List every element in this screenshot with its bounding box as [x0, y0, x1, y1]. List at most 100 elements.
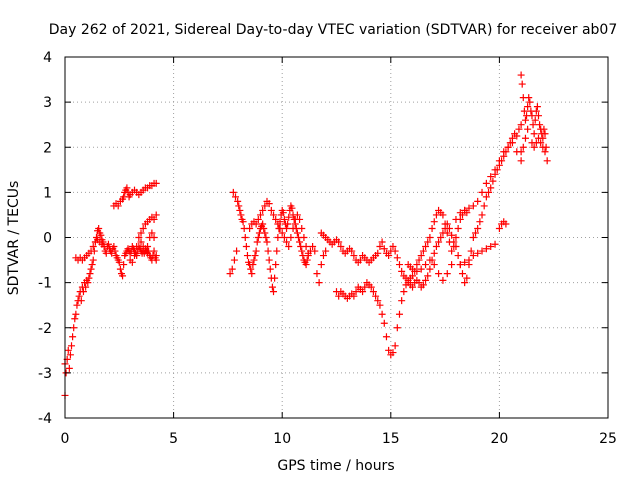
data-point [540, 125, 548, 133]
data-point [395, 261, 403, 269]
data-point [439, 229, 447, 237]
data-point [276, 224, 284, 232]
data-point [322, 247, 330, 255]
data-point [97, 231, 105, 239]
data-point [491, 166, 499, 174]
data-point [491, 240, 499, 248]
data-point [474, 249, 482, 257]
data-point [265, 200, 273, 208]
data-point [521, 116, 529, 124]
data-point [232, 193, 240, 201]
data-point [445, 224, 453, 232]
data-point [273, 247, 281, 255]
data-point [289, 224, 297, 232]
data-point [393, 254, 401, 262]
data-point [348, 247, 356, 255]
y-tick-label: 3 [43, 95, 52, 111]
data-point [422, 261, 430, 269]
data-point [389, 243, 397, 251]
data-point [495, 157, 503, 165]
data-point [426, 234, 434, 241]
data-point [476, 218, 484, 226]
data-point [534, 134, 542, 142]
data-point [120, 261, 128, 269]
data-point [367, 283, 375, 291]
data-point [278, 229, 286, 237]
data-point [461, 206, 469, 214]
data-point [467, 247, 475, 255]
data-point [415, 256, 423, 264]
data-point [536, 121, 544, 129]
data-point [435, 270, 443, 278]
data-point [419, 247, 427, 255]
data-point [296, 215, 304, 223]
data-point [374, 249, 382, 257]
data-point [150, 215, 158, 223]
data-point [398, 267, 406, 275]
data-point [480, 202, 488, 210]
data-point [454, 224, 462, 232]
data-point [123, 184, 131, 192]
data-point [86, 270, 94, 278]
data-point [537, 139, 545, 147]
data-point [415, 279, 423, 287]
data-point [152, 211, 160, 219]
data-point [469, 252, 477, 260]
data-point [461, 279, 469, 287]
data-point [413, 267, 421, 275]
data-point [267, 206, 275, 214]
data-point [417, 252, 425, 260]
data-point [89, 256, 97, 264]
data-point [422, 276, 430, 284]
data-point [148, 229, 156, 237]
data-point [426, 265, 434, 273]
x-tick-label: 20 [490, 431, 508, 447]
data-point [114, 202, 122, 210]
data-points-layer [61, 71, 551, 399]
data-point [303, 256, 311, 264]
data-point [533, 103, 541, 111]
data-point [253, 238, 261, 246]
data-point [448, 247, 456, 255]
data-point [248, 270, 256, 278]
data-point [437, 234, 445, 241]
data-point [539, 143, 547, 151]
data-point [376, 301, 384, 309]
data-point [439, 211, 447, 219]
data-point [469, 202, 477, 210]
data-point [284, 220, 292, 228]
data-point [413, 261, 421, 269]
data-point [474, 224, 482, 232]
data-point [87, 247, 95, 255]
data-point [77, 297, 85, 305]
data-point [247, 265, 255, 273]
data-point [266, 265, 274, 273]
y-tick-label: -4 [38, 411, 52, 427]
data-point [265, 256, 273, 264]
data-point [487, 184, 495, 192]
data-point [385, 346, 393, 354]
data-point [296, 238, 304, 246]
data-point [313, 270, 321, 278]
data-point [372, 292, 380, 300]
data-point [279, 209, 287, 217]
data-point [239, 218, 247, 226]
data-point [254, 215, 262, 223]
data-point [385, 252, 393, 260]
data-point [242, 243, 250, 251]
y-tick-label: 2 [43, 140, 52, 156]
data-point [274, 220, 282, 228]
data-point [430, 261, 438, 269]
x-tick-label: 0 [61, 431, 70, 447]
data-point [283, 224, 291, 232]
data-point [304, 249, 312, 257]
data-point [520, 107, 528, 115]
data-point [309, 243, 317, 251]
data-point [526, 98, 534, 106]
y-tick-label: 1 [43, 185, 52, 201]
data-point [448, 231, 456, 239]
data-point [111, 247, 119, 255]
x-tick-label: 10 [273, 431, 291, 447]
data-point [502, 220, 510, 228]
data-point [104, 240, 112, 248]
